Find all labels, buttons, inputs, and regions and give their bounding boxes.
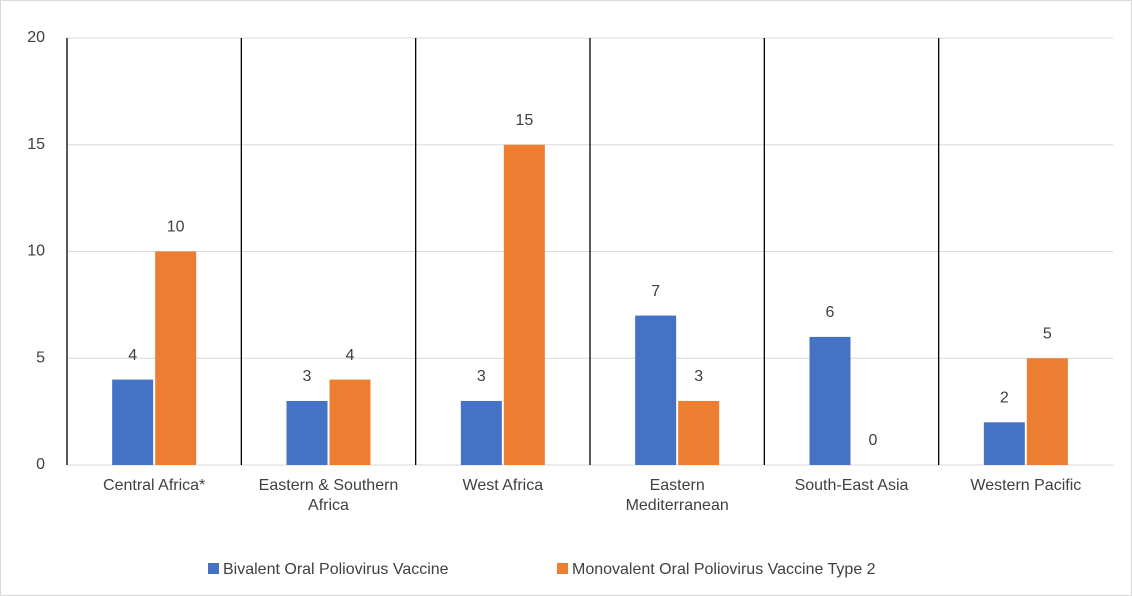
- bar: [635, 315, 677, 465]
- data-label: 3: [303, 368, 312, 385]
- data-label: 7: [651, 283, 660, 300]
- legend-swatch: [557, 563, 568, 574]
- legend-label: Monovalent Oral Poliovirus Vaccine Type …: [572, 561, 876, 578]
- y-tick-label: 10: [27, 243, 45, 260]
- x-tick-label: Central Africa*: [103, 477, 206, 494]
- data-label: 3: [694, 368, 703, 385]
- x-tick-label: Western Pacific: [970, 477, 1082, 494]
- data-label: 2: [1000, 390, 1009, 407]
- x-tick-label: Eastern Mediterranean: [625, 477, 729, 514]
- y-tick-label: 0: [36, 456, 45, 473]
- y-tick-label: 5: [36, 349, 45, 366]
- legend-swatch: [208, 563, 219, 574]
- bar: [155, 251, 197, 465]
- x-tick-label: Eastern & Southern Africa: [258, 477, 399, 514]
- data-label: 0: [869, 432, 878, 449]
- data-label: 4: [346, 347, 355, 364]
- x-tick-label: South-East Asia: [794, 477, 909, 494]
- bar: [1026, 358, 1068, 465]
- y-tick-label: 15: [27, 136, 45, 153]
- bar: [678, 400, 720, 465]
- bar: [329, 379, 371, 465]
- bar: [983, 422, 1025, 465]
- x-tick-label: West Africa: [462, 477, 544, 494]
- data-label: 10: [167, 219, 185, 236]
- legend-label: Bivalent Oral Poliovirus Vaccine: [223, 561, 449, 578]
- data-label: 4: [128, 347, 137, 364]
- bar: [112, 379, 154, 465]
- data-label: 5: [1043, 325, 1052, 342]
- data-label: 3: [477, 368, 486, 385]
- bar: [809, 336, 851, 465]
- y-tick-label: 20: [27, 29, 45, 46]
- bar: [460, 400, 502, 465]
- bar: [503, 144, 545, 465]
- bar: [286, 400, 328, 465]
- data-label: 15: [515, 112, 533, 129]
- data-label: 6: [826, 304, 835, 321]
